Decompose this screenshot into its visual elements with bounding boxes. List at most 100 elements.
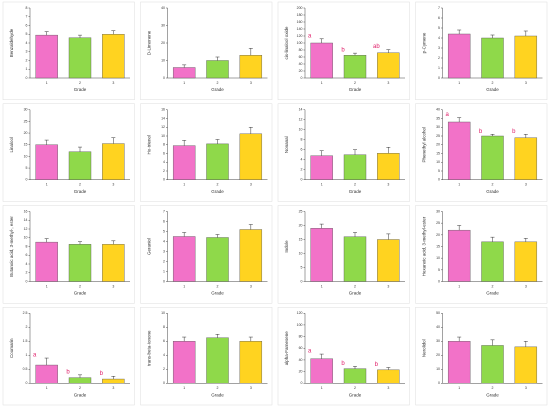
significance-letter: ab xyxy=(373,44,380,50)
y-tick-label: 4 xyxy=(301,158,303,162)
bar xyxy=(102,378,125,384)
x-tick-label: 1 xyxy=(183,81,185,85)
bar xyxy=(447,121,471,180)
x-axis-label: Grade xyxy=(486,87,499,92)
significance-letter: a xyxy=(445,112,449,118)
panel-border xyxy=(2,205,135,304)
y-tick-label: 80 xyxy=(299,335,303,339)
y-tick-label: 2 xyxy=(163,169,165,173)
panel: 0 5 10 15 20 25 30 35 40 Phenethyl alcohol Grade 1 a… xyxy=(415,103,548,202)
y-tick-label: 10 xyxy=(161,311,165,315)
y-tick-label: 12 xyxy=(299,118,303,122)
error-bar xyxy=(353,232,357,237)
x-tick-label: 3 xyxy=(387,386,389,390)
y-tick-label: 0 xyxy=(26,381,28,385)
bar xyxy=(310,358,333,384)
y-tick-label: 40 xyxy=(299,62,303,66)
bar xyxy=(343,55,367,79)
bar xyxy=(35,241,58,282)
x-tick-label: 3 xyxy=(525,386,527,390)
x-tick-label: 1 xyxy=(458,81,460,85)
x-tick-label: 3 xyxy=(112,284,114,288)
bar xyxy=(481,345,504,384)
y-axis-label: Coumarin xyxy=(9,338,14,358)
panel: 0 10 20 30 40 50 Nerolidol Grade 1 2 3 xyxy=(415,307,548,406)
panel-border xyxy=(140,103,273,202)
y-tick-label: 6 xyxy=(163,151,165,155)
panel: 0 1 2 3 4 5 6 7 Geraniol Grade 1 2 3 xyxy=(140,205,273,304)
x-tick-label: 2 xyxy=(217,81,219,85)
x-tick-label: 3 xyxy=(525,284,527,288)
y-tick-label: 20 xyxy=(161,41,165,45)
y-axis-label: trans-beta-Ionone xyxy=(147,330,152,366)
y-tick-label: 12 xyxy=(24,227,28,231)
y-tick-label: 60 xyxy=(299,55,303,59)
y-tick-label: 4 xyxy=(26,262,28,266)
panel-border xyxy=(2,307,135,406)
x-tick-label: 1 xyxy=(46,284,48,288)
y-tick-label: 1 xyxy=(26,353,28,357)
y-tick-label: 2 xyxy=(26,325,28,329)
bar xyxy=(68,377,92,384)
y-tick-label: 1 xyxy=(163,269,165,273)
y-axis-label: p-Cymene xyxy=(422,32,427,53)
x-tick-label: 2 xyxy=(217,183,219,187)
bar xyxy=(481,37,504,79)
error-bar xyxy=(248,336,253,342)
x-axis-label: Grade xyxy=(74,87,87,92)
bar xyxy=(514,241,538,282)
error-bar xyxy=(386,49,391,53)
bar xyxy=(343,236,367,282)
y-tick-label: 5 xyxy=(26,166,28,170)
x-tick-label: 1 xyxy=(321,284,323,288)
y-tick-label: 10 xyxy=(436,160,440,164)
y-tick-label: 7 xyxy=(26,15,28,19)
error-bar xyxy=(44,139,49,145)
bar xyxy=(343,154,367,180)
y-tick-label: 4 xyxy=(163,353,165,357)
x-tick-label: 3 xyxy=(387,183,389,187)
y-tick-label: 25 xyxy=(436,221,440,225)
panel-border xyxy=(415,103,548,202)
x-tick-label: 1 xyxy=(321,386,323,390)
error-bar xyxy=(319,223,324,229)
error-bar xyxy=(111,376,116,380)
y-tick-label: 10 xyxy=(24,236,28,240)
y-tick-label: 60 xyxy=(299,346,303,350)
y-tick-label: 20 xyxy=(436,143,440,147)
y-tick-label: 0 xyxy=(163,381,165,385)
error-bar xyxy=(319,150,324,156)
y-tick-label: 0 xyxy=(301,279,303,283)
y-tick-label: 40 xyxy=(299,358,303,362)
x-tick-label: 2 xyxy=(354,81,356,85)
error-bar xyxy=(386,147,391,154)
y-tick-label: 0 xyxy=(163,178,165,182)
y-tick-label: 3 xyxy=(163,249,165,253)
error-bar xyxy=(353,149,357,155)
bar xyxy=(310,155,333,180)
panel-border xyxy=(277,307,410,406)
y-tick-label: 14 xyxy=(299,108,303,112)
panel-border xyxy=(140,205,273,304)
x-axis-label: Grade xyxy=(74,392,87,397)
y-tick-label: 20 xyxy=(299,370,303,374)
x-tick-label: 2 xyxy=(79,183,81,187)
x-tick-label: 3 xyxy=(112,386,114,390)
y-tick-label: 6 xyxy=(26,23,28,27)
error-bar xyxy=(78,374,82,378)
bar xyxy=(68,37,92,79)
error-bar xyxy=(457,225,462,231)
error-bar xyxy=(523,30,528,36)
y-tick-label: 30 xyxy=(24,108,28,112)
bar xyxy=(102,143,125,180)
y-tick-label: 2 xyxy=(163,259,165,263)
bar xyxy=(239,341,263,384)
y-tick-label: 5 xyxy=(301,265,303,269)
panel: 0 1 2 3 4 5 6 7 8 Benzaldehyde Grade 1 2 3 xyxy=(2,1,135,100)
error-bar xyxy=(490,236,495,242)
y-tick-label: 10 xyxy=(161,58,165,62)
x-tick-label: 2 xyxy=(492,284,494,288)
panel-border xyxy=(277,1,410,100)
error-bar xyxy=(248,48,253,56)
y-tick-label: 10 xyxy=(436,256,440,260)
